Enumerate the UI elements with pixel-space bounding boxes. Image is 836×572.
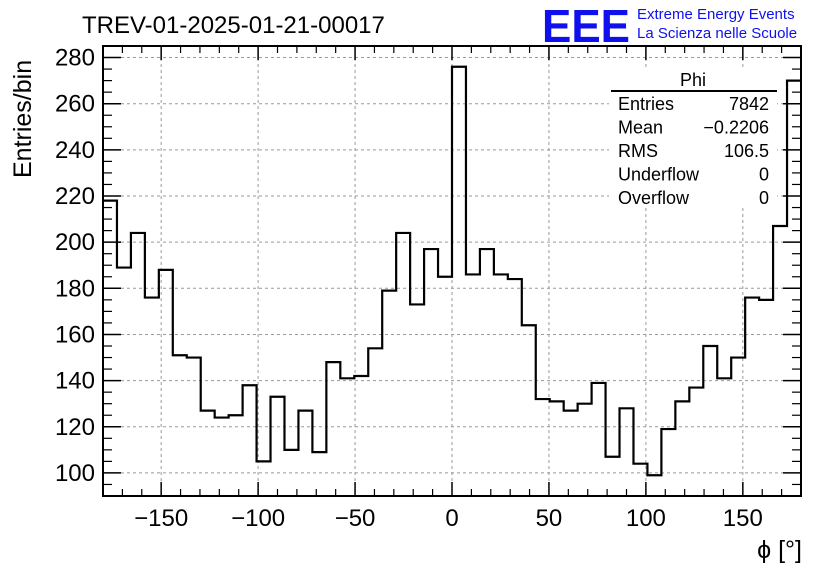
histogram-bin bbox=[550, 401, 564, 496]
histogram-bin bbox=[466, 274, 480, 496]
x-tick-label: 100 bbox=[626, 505, 666, 532]
histogram-bin bbox=[494, 274, 508, 496]
histogram-bin bbox=[773, 226, 787, 496]
histogram-bin bbox=[354, 376, 368, 496]
y-axis-label: Entries/bin bbox=[9, 60, 37, 178]
histogram-bin bbox=[326, 362, 340, 496]
histogram-bin bbox=[424, 249, 438, 496]
histogram-bin bbox=[731, 358, 745, 496]
histogram-bin bbox=[173, 355, 187, 496]
x-tick-labels: −150 −100 −50 0 50 100 150 bbox=[134, 505, 763, 532]
histogram-bin bbox=[215, 418, 229, 496]
histogram-bin bbox=[480, 249, 494, 496]
histogram-bin bbox=[438, 277, 452, 496]
histogram-bin bbox=[298, 411, 312, 496]
x-tick-label: −100 bbox=[231, 505, 285, 532]
y-tick-label: 120 bbox=[55, 414, 95, 441]
stats-box: Phi Entries 7842 Mean −0.2206 RMS 106.5 Underf… bbox=[609, 68, 777, 208]
histogram-bin bbox=[717, 378, 731, 496]
histogram-bin bbox=[131, 233, 145, 496]
histogram-bin bbox=[578, 404, 592, 496]
x-tick-label: 0 bbox=[445, 505, 458, 532]
histogram-bin bbox=[368, 348, 382, 496]
stats-box-title: Phi bbox=[680, 70, 706, 90]
y-tick-label: 140 bbox=[55, 368, 95, 395]
histogram-bin bbox=[452, 67, 466, 496]
y-tick-label: 180 bbox=[55, 275, 95, 302]
stats-row-label: Entries bbox=[618, 94, 674, 114]
histogram-bin bbox=[410, 304, 424, 496]
y-tick-label: 200 bbox=[55, 229, 95, 256]
y-tick-labels: 100 120 140 160 180 200 220 240 260 280 bbox=[55, 45, 95, 487]
histogram-bin bbox=[117, 268, 131, 496]
stats-row-label: Overflow bbox=[618, 188, 690, 208]
histogram-bin bbox=[201, 411, 215, 496]
histogram-bin bbox=[675, 401, 689, 496]
histogram-bin bbox=[536, 399, 550, 496]
histogram-bin bbox=[229, 415, 243, 496]
x-axis-label: ϕ [°] bbox=[757, 536, 802, 564]
histogram-bin bbox=[703, 346, 717, 496]
y-tick-label: 280 bbox=[55, 45, 95, 72]
eee-logo: EEE Extreme Energy Events La Scienza nel… bbox=[542, 0, 797, 52]
histogram-bin bbox=[312, 452, 326, 496]
y-tick-label: 100 bbox=[55, 460, 95, 487]
histogram-bin bbox=[522, 325, 536, 496]
histogram-bin bbox=[271, 397, 285, 496]
histogram-bin bbox=[103, 201, 117, 496]
stats-box-rows: Entries 7842 Mean −0.2206 RMS 106.5 Underflow 0… bbox=[618, 94, 769, 208]
histogram-bin bbox=[187, 358, 201, 496]
histogram-bin bbox=[145, 298, 159, 496]
histogram-bin bbox=[564, 411, 578, 496]
stats-row-value: 7842 bbox=[729, 94, 769, 114]
stats-row-value: −0.2206 bbox=[703, 118, 769, 138]
y-tick-label: 220 bbox=[55, 183, 95, 210]
histogram-bin bbox=[745, 298, 759, 496]
eee-logo-line1: Extreme Energy Events bbox=[637, 6, 795, 23]
histogram-bin bbox=[647, 475, 661, 496]
histogram-bin bbox=[759, 300, 773, 496]
stats-row-label: RMS bbox=[618, 141, 658, 161]
histogram-bin bbox=[396, 233, 410, 496]
y-tick-label: 240 bbox=[55, 137, 95, 164]
axis-ticks bbox=[103, 45, 801, 496]
histogram-bin bbox=[159, 270, 173, 496]
stats-row-label: Mean bbox=[618, 118, 663, 138]
chart-title: TREV-01-2025-01-21-00017 bbox=[82, 12, 385, 39]
stats-row-label: Underflow bbox=[618, 165, 700, 185]
stats-row-value: 106.5 bbox=[724, 141, 769, 161]
eee-logo-letters: EEE bbox=[542, 0, 630, 52]
stats-row-value: 0 bbox=[759, 188, 769, 208]
x-tick-label: 150 bbox=[723, 505, 763, 532]
histogram-bin bbox=[508, 279, 522, 496]
x-tick-label: 50 bbox=[536, 505, 563, 532]
histogram-bin bbox=[689, 388, 703, 496]
y-tick-label: 160 bbox=[55, 321, 95, 348]
stats-row-value: 0 bbox=[759, 165, 769, 185]
x-tick-label: −150 bbox=[134, 505, 188, 532]
eee-logo-line2: La Scienza nelle Scuole bbox=[637, 25, 797, 42]
histogram-bin bbox=[382, 291, 396, 496]
histogram-bin bbox=[340, 378, 354, 496]
y-tick-label: 260 bbox=[55, 91, 95, 118]
x-tick-label: −50 bbox=[335, 505, 376, 532]
histogram-outline bbox=[103, 65, 801, 477]
histogram-bin bbox=[661, 429, 675, 496]
histogram-bin bbox=[243, 385, 257, 496]
histogram-bin bbox=[620, 408, 634, 496]
histogram-bin bbox=[592, 383, 606, 496]
